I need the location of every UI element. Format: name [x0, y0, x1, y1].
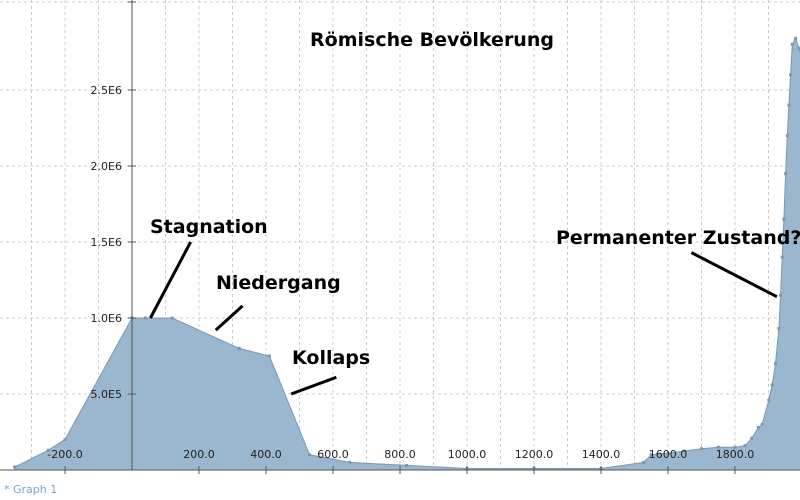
data-point — [143, 316, 147, 320]
y-tick-label: 1.5E6 — [91, 236, 122, 249]
data-point — [700, 447, 703, 451]
x-tick-label: 600.0 — [317, 448, 349, 461]
x-tick-label: 800.0 — [384, 448, 416, 461]
data-point — [308, 453, 312, 457]
y-tick-label: 2.0E6 — [91, 160, 122, 173]
x-tick-label: 1000.0 — [448, 448, 487, 461]
data-point — [405, 463, 409, 467]
population-area — [14, 37, 800, 471]
x-tick-label: -200.0 — [47, 448, 82, 461]
data-point — [785, 134, 789, 138]
data-point — [267, 354, 271, 358]
data-point — [63, 438, 67, 442]
data-point — [642, 460, 646, 464]
data-point — [756, 425, 760, 429]
x-tick-label: 1600.0 — [649, 448, 688, 461]
y-tick-label: 2.5E6 — [91, 84, 122, 97]
data-point — [348, 460, 352, 464]
data-point — [770, 383, 774, 387]
data-point — [733, 445, 737, 449]
grid-layer — [0, 0, 800, 470]
data-point — [797, 46, 800, 50]
data-point — [46, 448, 50, 452]
data-point — [782, 217, 786, 221]
annotation-layer: Stagnation Niedergang Kollaps Permanenter Z… — [149, 216, 800, 396]
x-tick-label: 200.0 — [183, 448, 215, 461]
annotation-label: Niedergang — [216, 272, 341, 294]
data-point — [649, 453, 653, 457]
data-point — [683, 449, 687, 453]
data-point — [767, 398, 771, 402]
data-point — [780, 255, 784, 259]
x-tick-label: 400.0 — [250, 448, 282, 461]
data-point — [794, 36, 798, 40]
data-point — [784, 172, 788, 176]
data-point — [787, 103, 791, 107]
data-point — [716, 445, 720, 449]
data-point — [789, 73, 793, 77]
x-tick-label: 1800.0 — [716, 448, 755, 461]
annotation-pointer-line — [690, 251, 778, 299]
area-layer — [13, 36, 800, 471]
annotation-label: Stagnation — [150, 216, 268, 238]
data-point — [13, 465, 17, 469]
x-tick-label: 1200.0 — [515, 448, 554, 461]
y-tick-label: 5.0E5 — [91, 388, 122, 401]
chart-title: Römische Bevölkerung — [310, 29, 554, 51]
tick-layer: 5.0E5 1.0E6 1.5E6 2.0E6 2.5E6 -200.0 200.0 400.… — [47, 84, 754, 461]
x-tick-label: 1400.0 — [582, 448, 621, 461]
data-point — [666, 451, 670, 455]
data-point — [760, 422, 764, 426]
graph-label: * Graph 1 — [4, 483, 57, 496]
data-point — [237, 346, 241, 350]
annotation-pointer-line — [149, 241, 192, 319]
data-point — [743, 444, 747, 448]
annotation-label: Kollaps — [292, 347, 370, 369]
data-point — [750, 436, 754, 440]
annotation-label: Permanenter Zustand? — [556, 227, 800, 249]
axis-layer — [0, 0, 800, 474]
annotation-pointer-line — [290, 375, 337, 396]
annotation-pointer-line — [214, 304, 244, 332]
data-point — [777, 327, 781, 331]
data-point — [779, 293, 783, 297]
y-tick-label: 1.0E6 — [91, 312, 122, 325]
data-point — [170, 316, 174, 320]
data-point — [790, 42, 794, 46]
data-point — [774, 362, 778, 366]
